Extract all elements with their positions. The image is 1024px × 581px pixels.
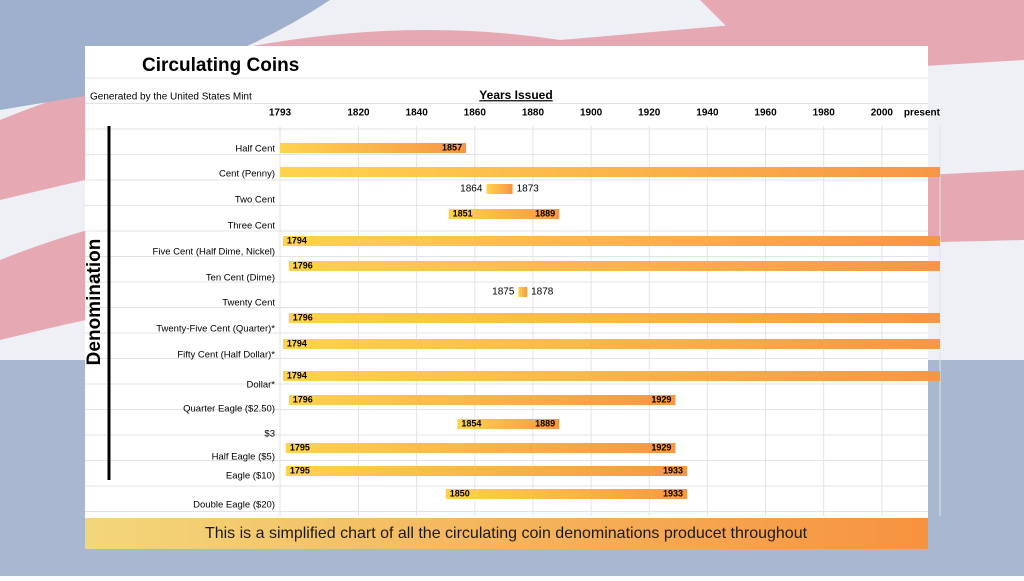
range-bar <box>288 261 940 271</box>
start-label: 1794 <box>287 370 307 380</box>
range-bar <box>280 143 467 153</box>
x-tick-label: 1820 <box>347 108 370 119</box>
range-bar <box>285 466 688 476</box>
start-label: 1796 <box>293 312 313 322</box>
start-label: 1854 <box>461 418 481 428</box>
range-bar <box>448 209 560 219</box>
range-bar <box>518 287 528 297</box>
x-tick-label: 1920 <box>638 108 661 119</box>
range-bar <box>282 339 941 349</box>
start-label: 1794 <box>287 235 307 245</box>
row-label: Twenty Cent <box>222 298 275 309</box>
start-label: 1851 <box>453 208 473 218</box>
end-label: 1929 <box>651 394 671 404</box>
row-label: Quarter Eagle ($2.50) <box>183 404 275 415</box>
range-bar <box>457 419 560 429</box>
row-label: Fifty Cent (Half Dollar)* <box>177 350 275 361</box>
row-label: Five Cent (Half Dime, Nickel) <box>153 247 275 258</box>
caption-bar <box>85 518 928 549</box>
range-bar <box>282 236 941 246</box>
range-bar <box>486 184 513 194</box>
end-label: 1933 <box>663 488 683 498</box>
start-label: 1795 <box>290 442 310 452</box>
x-axis-label: Years Issued <box>479 88 552 102</box>
start-label: 1864 <box>460 184 483 195</box>
row-label: Half Cent <box>235 144 275 155</box>
row-label: Two Cent <box>235 195 275 206</box>
start-label: 1796 <box>293 260 313 270</box>
x-tick-label: 2000 <box>871 108 894 119</box>
x-tick-label: 1900 <box>580 108 603 119</box>
x-tick-label: 1840 <box>406 108 429 119</box>
end-label: 1873 <box>517 184 540 195</box>
end-label: 1857 <box>442 142 462 152</box>
x-tick-label: 1880 <box>522 108 545 119</box>
x-tick-label: 1940 <box>696 108 719 119</box>
row-label: Three Cent <box>227 221 275 232</box>
end-label: 1878 <box>531 287 554 298</box>
row-label: Dollar* <box>246 380 275 391</box>
range-bar <box>285 443 676 453</box>
chart-title: Circulating Coins <box>142 55 299 76</box>
row-label: Half Eagle ($5) <box>212 452 275 463</box>
row-label: Eagle ($10) <box>226 471 275 482</box>
row-label: Ten Cent (Dime) <box>206 273 275 284</box>
row-label: Cent (Penny) <box>219 169 275 180</box>
start-label: 1850 <box>450 488 470 498</box>
x-tick-label: present <box>904 108 941 119</box>
start-label: 1794 <box>287 338 307 348</box>
start-label: 1795 <box>290 465 310 475</box>
x-tick-label: 1960 <box>754 108 777 119</box>
end-label: 1889 <box>535 418 555 428</box>
row-label: $3 <box>264 429 275 440</box>
range-bar <box>445 489 688 499</box>
x-tick-label: 1980 <box>813 108 836 119</box>
end-label: 1929 <box>651 442 671 452</box>
range-bar <box>288 395 676 405</box>
end-label: 1889 <box>535 208 555 218</box>
range-bar <box>280 167 940 177</box>
caption: This is a simplified chart of all the ci… <box>205 525 808 542</box>
x-tick-label: 1860 <box>464 108 487 119</box>
x-tick-label: 1793 <box>269 108 292 119</box>
start-label: 1875 <box>492 287 515 298</box>
row-label: Double Eagle ($20) <box>193 500 275 511</box>
range-bar <box>288 313 940 323</box>
subtitle: Generated by the United States Mint <box>90 92 252 103</box>
sheet <box>85 46 928 520</box>
y-axis-label: Denomination <box>84 239 105 366</box>
start-label: 1796 <box>293 394 313 404</box>
range-bar <box>282 371 941 381</box>
row-label: Twenty-Five Cent (Quarter)* <box>156 324 275 335</box>
end-label: 1933 <box>663 465 683 475</box>
